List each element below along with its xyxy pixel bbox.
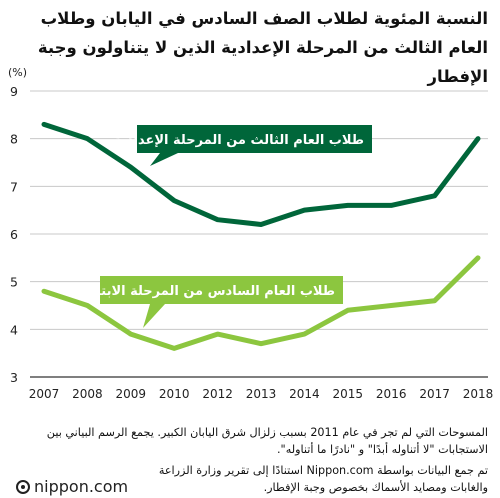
x-tick-label: 2015 <box>333 387 364 401</box>
line-chart: 3 4 5 6 7 8 9 2007 2008 2009 2010 2012 2013 2014 2015… <box>8 66 494 401</box>
x-tick-label: 2017 <box>419 387 450 401</box>
y-tick-label: 5 <box>10 275 18 290</box>
y-tick-labels: 3 4 5 6 7 8 9 <box>10 84 18 385</box>
y-tick-label: 7 <box>10 179 18 194</box>
chart-title: النسبة المئوية لطلاب الصف السادس في اليا… <box>37 9 488 86</box>
callout-pointer <box>143 304 165 328</box>
callout-pointer <box>150 153 178 166</box>
y-unit-label: (%) <box>8 66 27 79</box>
callout-box <box>137 125 372 153</box>
x-tick-label: 2018 <box>463 387 494 401</box>
y-tick-label: 8 <box>10 132 18 147</box>
nippon-logo: nippon.com <box>16 477 128 496</box>
series-lines <box>41 121 481 351</box>
x-tick-label: 2013 <box>246 387 277 401</box>
y-tick-label: 9 <box>10 84 18 99</box>
y-tick-label: 4 <box>10 322 18 337</box>
logo-text: nippon.com <box>34 477 129 496</box>
chart-source: تم جمع البيانات بواسطة Nippon.com استناد… <box>158 464 488 494</box>
series-label: طلاب العام الثالث من المرحلة الإعدادية <box>114 133 364 148</box>
grid-lines <box>30 90 488 378</box>
chart-notes: المسوحات التي لم تجر في عام 2011 بسبب زل… <box>46 426 488 456</box>
x-tick-label: 2008 <box>72 387 103 401</box>
series-label: طلاب العام السادس من المرحلة الابتدائية <box>71 284 335 299</box>
series-labels: طلاب العام الثالث من المرحلة الإعدادية طل… <box>71 125 372 328</box>
y-tick-label: 3 <box>10 370 18 385</box>
x-tick-label: 2009 <box>116 387 147 401</box>
x-tick-labels: 2007 2008 2009 2010 2012 2013 2014 2015 2016 2017… <box>29 387 494 401</box>
x-tick-label: 2007 <box>29 387 60 401</box>
x-tick-label: 2014 <box>289 387 320 401</box>
x-tick-label: 2016 <box>376 387 407 401</box>
y-tick-label: 6 <box>10 227 18 242</box>
callout-box <box>100 276 343 304</box>
x-tick-label: 2012 <box>202 387 233 401</box>
x-tick-label: 2010 <box>159 387 190 401</box>
logo-mark-icon <box>16 479 30 494</box>
